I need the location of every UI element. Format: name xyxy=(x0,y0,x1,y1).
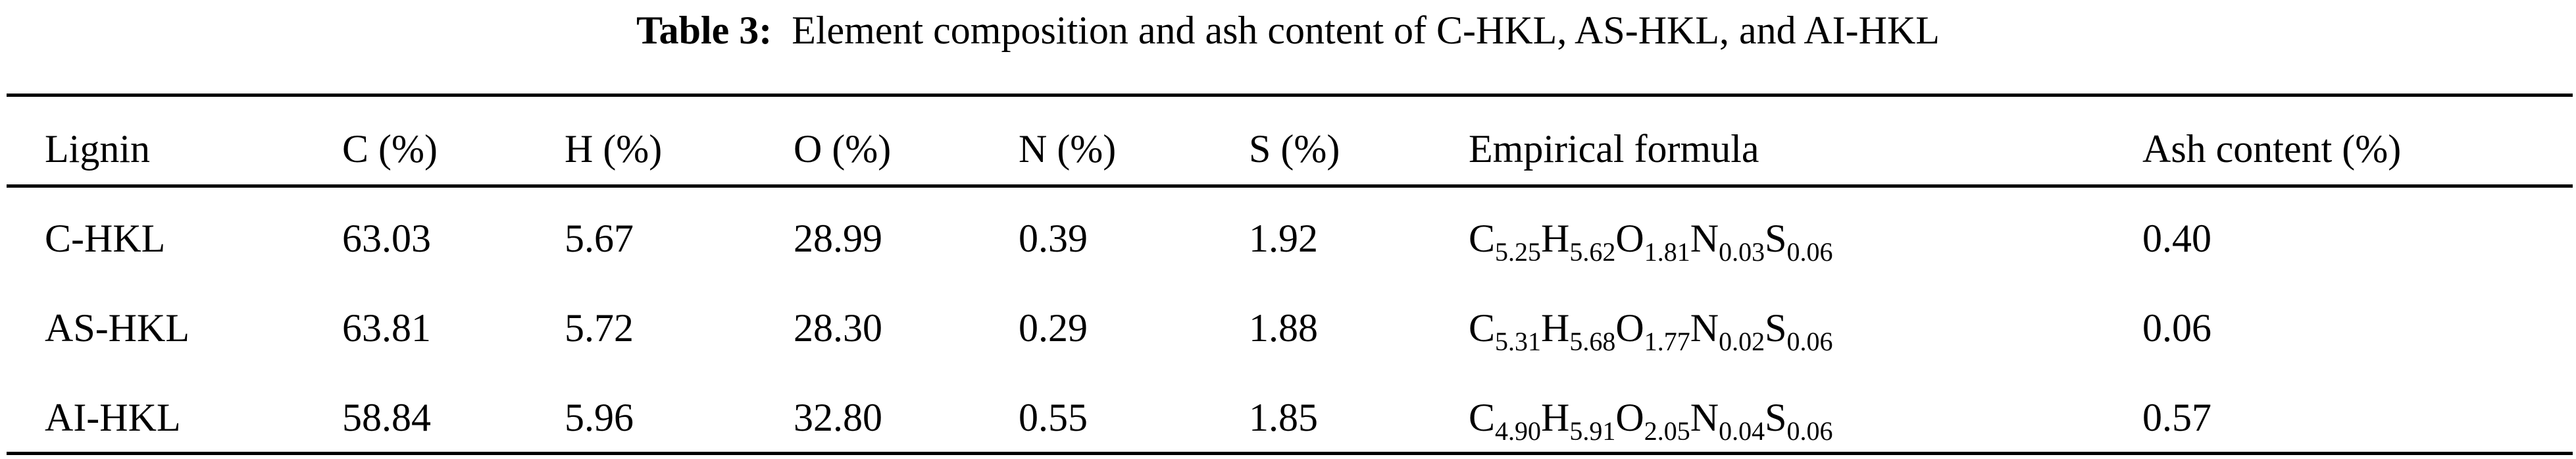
table-row: AI-HKL 58.84 5.96 32.80 0.55 1.85 C4.90H5.91O2… xyxy=(0,391,2576,446)
header-n: N (%) xyxy=(1019,127,1117,171)
cell-h: 5.72 xyxy=(565,306,634,350)
table-row: C-HKL 63.03 5.67 28.99 0.39 1.92 C5.25H5.62O1.… xyxy=(0,212,2576,265)
cell-s: 1.85 xyxy=(1249,396,1318,439)
header-lignin: Lignin xyxy=(45,127,150,171)
formula-subscript: 5.68 xyxy=(1569,327,1616,356)
cell-lignin: AS-HKL xyxy=(45,306,189,350)
cell-formula: C4.90H5.91O2.05N0.04S0.06 xyxy=(1469,391,1833,446)
cell-n: 0.39 xyxy=(1019,217,1088,260)
header-rule xyxy=(7,184,2573,188)
formula-subscript: 0.03 xyxy=(1719,237,1765,267)
cell-ash: 0.40 xyxy=(2142,217,2211,260)
cell-o: 32.80 xyxy=(794,396,882,439)
formula-element: C xyxy=(1469,217,1496,260)
table-caption: Table 3: Element composition and ash con… xyxy=(0,5,2576,55)
header-s: S (%) xyxy=(1249,127,1340,171)
formula-element: H xyxy=(1541,306,1570,350)
cell-lignin: AI-HKL xyxy=(45,396,181,439)
formula-element: O xyxy=(1615,306,1644,350)
cell-formula: C5.25H5.62O1.81N0.03S0.06 xyxy=(1469,212,1832,265)
formula-subscript: 5.25 xyxy=(1495,237,1542,267)
formula-subscript: 0.04 xyxy=(1719,416,1765,446)
cell-h: 5.67 xyxy=(565,217,634,260)
formula-element: H xyxy=(1541,396,1570,439)
caption-text: Element composition and ash content of C… xyxy=(792,9,1940,52)
header-row: Lignin C (%) H (%) O (%) N (%) S (%) Emp… xyxy=(0,122,2576,175)
cell-ash: 0.06 xyxy=(2142,306,2211,350)
formula-element: N xyxy=(1690,217,1719,260)
cell-c: 63.03 xyxy=(342,217,431,260)
cell-ash: 0.57 xyxy=(2142,396,2211,439)
cell-o: 28.99 xyxy=(794,217,882,260)
formula-subscript: 0.02 xyxy=(1719,327,1765,356)
formula-subscript: 0.06 xyxy=(1786,327,1833,356)
formula-subscript: 2.05 xyxy=(1644,416,1690,446)
formula-subscript: 5.62 xyxy=(1569,237,1616,267)
formula-subscript: 0.06 xyxy=(1786,416,1833,446)
formula-element: O xyxy=(1615,396,1644,439)
cell-s: 1.92 xyxy=(1249,217,1318,260)
header-h: H (%) xyxy=(565,127,663,171)
formula-element: N xyxy=(1690,396,1719,439)
cell-lignin: C-HKL xyxy=(45,217,166,260)
formula-element: H xyxy=(1541,217,1570,260)
formula-element: S xyxy=(1765,217,1787,260)
formula-element: C xyxy=(1469,306,1496,350)
cell-h: 5.96 xyxy=(565,396,634,439)
formula-subscript: 1.81 xyxy=(1644,237,1690,267)
top-rule xyxy=(7,94,2573,97)
formula-element: N xyxy=(1690,306,1719,350)
formula-element: S xyxy=(1765,396,1787,439)
formula-subscript: 5.91 xyxy=(1569,416,1616,446)
formula-element: C xyxy=(1469,396,1496,439)
header-formula: Empirical formula xyxy=(1469,127,1759,171)
cell-formula: C5.31H5.68O1.77N0.02S0.06 xyxy=(1469,302,1833,356)
header-c: C (%) xyxy=(342,127,438,171)
cell-n: 0.55 xyxy=(1019,396,1088,439)
formula-subscript: 5.31 xyxy=(1495,327,1542,356)
formula-subscript: 0.06 xyxy=(1786,237,1833,267)
cell-n: 0.29 xyxy=(1019,306,1088,350)
formula-element: S xyxy=(1765,306,1787,350)
caption-label: Table 3: xyxy=(636,9,772,52)
bottom-rule xyxy=(7,452,2573,455)
cell-o: 28.30 xyxy=(794,306,882,350)
table-row: AS-HKL 63.81 5.72 28.30 0.29 1.88 C5.31H5.68O1… xyxy=(0,302,2576,356)
cell-c: 58.84 xyxy=(342,396,431,439)
header-ash: Ash content (%) xyxy=(2142,127,2402,171)
formula-subscript: 4.90 xyxy=(1495,416,1542,446)
header-o: O (%) xyxy=(794,127,892,171)
cell-c: 63.81 xyxy=(342,306,431,350)
formula-subscript: 1.77 xyxy=(1644,327,1690,356)
formula-element: O xyxy=(1615,217,1644,260)
cell-s: 1.88 xyxy=(1249,306,1318,350)
